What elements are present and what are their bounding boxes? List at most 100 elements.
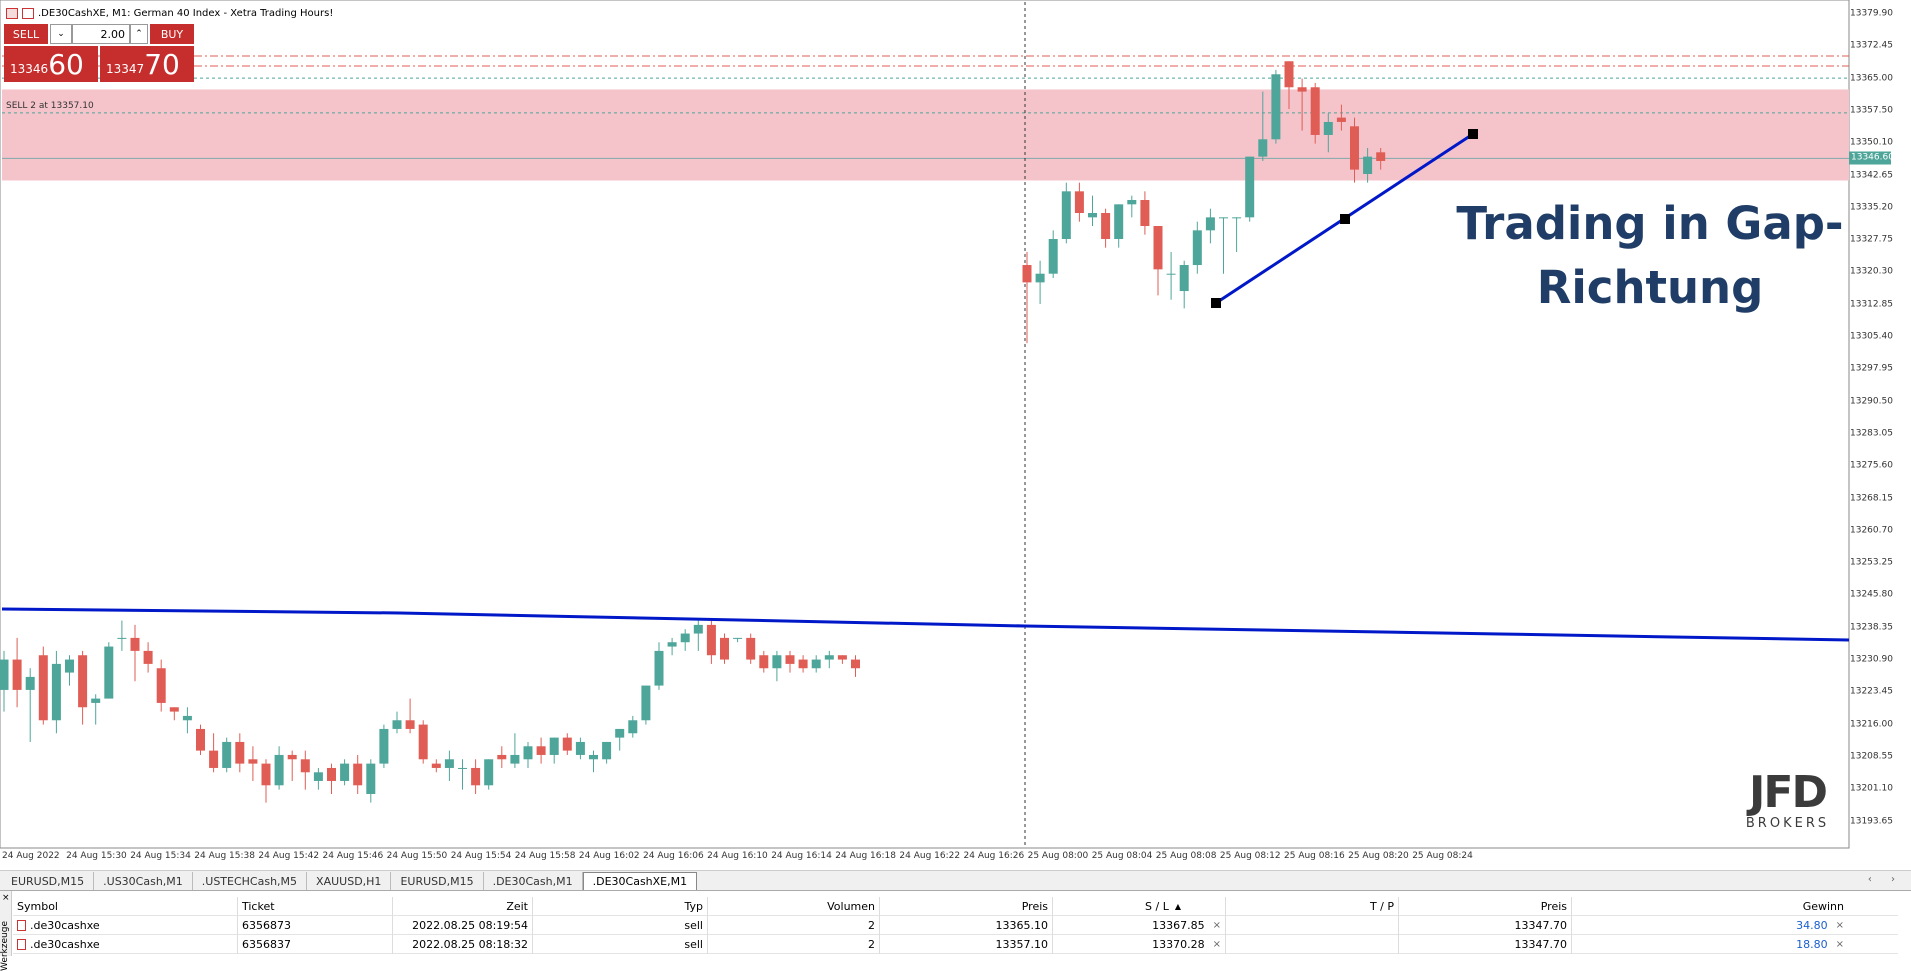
row-profit: 34.80 × [1572,916,1848,935]
remove-sl-icon[interactable]: × [1212,938,1221,950]
candle-body [1284,61,1294,88]
col-time[interactable]: Zeit [393,896,533,916]
time-tick-label: 24 Aug 16:14 [771,851,832,861]
volume-dropdown-button[interactable]: ⌄ [50,24,72,44]
close-position-icon[interactable]: × [1835,938,1844,950]
candle-body [327,767,336,781]
col-type[interactable]: Typ [533,896,708,916]
time-tick-label: 24 Aug 15:42 [258,851,320,861]
chart-tab[interactable]: EURUSD,M15 [391,872,484,890]
row-sl[interactable]: 13367.85 × [1053,915,1226,935]
row-current-price: 13347.70 [1399,915,1572,935]
col-profit[interactable]: Gewinn [1802,899,1844,913]
table-row[interactable]: .de30cashxe 6356837 2022.08.25 08:18:32 … [13,934,1898,954]
close-position-icon[interactable]: × [1835,919,1844,931]
candle-body [51,663,61,721]
col-ticket[interactable]: Ticket [238,896,393,916]
time-tick-label: 25 Aug 08:08 [1155,851,1217,861]
order-line-label[interactable]: SELL 2 at 13357.10 [6,101,94,111]
candle-body [169,707,179,712]
candle-body [38,655,48,721]
chart-tab[interactable]: EURUSD,M15 [2,872,95,890]
price-tick-label: 13245.80 [1850,589,1893,600]
candle-body [1192,230,1202,266]
tabs-scroll-arrows[interactable]: ‹ › [1867,874,1903,885]
chart-tabs-bar: EURUSD,M15 .US30Cash,M1 .USTECHCash,M5 XAUU… [0,870,1911,890]
col-sl-label: S / L [1145,899,1169,913]
row-time: 2022.08.25 08:19:54 [393,915,533,935]
candle-body [706,624,716,656]
col-symbol[interactable]: Symbol [13,896,238,916]
col-tp[interactable]: T / P [1226,896,1399,916]
remove-sl-icon[interactable]: × [1212,919,1221,931]
candle-body [1114,204,1124,240]
candle-body [222,741,232,768]
time-tick-label: 25 Aug 08:00 [1027,851,1089,861]
time-tick-label: 24 Aug 16:10 [707,851,768,861]
trendline-anchor-point [1340,214,1350,224]
row-ticket: 6356837 [238,934,393,954]
volume-input[interactable]: 2.00 [72,24,130,44]
candle-body [366,763,376,794]
time-tick-label: 24 Aug 16:06 [643,851,704,861]
candle-body [602,741,612,760]
buy-price-button[interactable]: 13347 70 [100,46,194,82]
sell-price-prefix: 13346 [10,62,49,76]
chart-tab[interactable]: XAUUSD,H1 [307,872,392,890]
time-tick-label: 25 Aug 08:16 [1284,851,1345,861]
candle-body [458,767,467,769]
candle-body [1127,199,1137,205]
chart-title: .DE30CashXE, M1: German 40 Index - Xetra… [38,7,334,19]
chart-tab[interactable]: .DE30Cash,M1 [484,872,583,890]
price-tick-label: 13350.10 [1850,137,1893,148]
chart-type-icon [22,7,34,19]
buy-button[interactable]: BUY [150,24,194,44]
close-toolbox-icon[interactable]: × [2,893,10,903]
chart-tab[interactable]: .USTECHCash,M5 [193,872,308,890]
time-tick-label: 25 Aug 08:12 [1219,851,1281,861]
row-sl-value: 13367.85 [1152,918,1205,932]
current-price-marker: 13346.60 [1849,151,1894,165]
candle-body [654,650,664,686]
candle-body [104,646,114,699]
row-tp[interactable] [1226,934,1399,954]
row-tp[interactable] [1226,915,1399,935]
candle-body [1232,217,1242,219]
sell-price-pips: 60 [48,48,84,81]
price-tick-label: 13208.55 [1850,751,1893,762]
chart-tab[interactable]: .DE30CashXE,M1 [582,872,698,890]
candle-body [680,633,690,643]
price-chart[interactable] [0,0,1911,870]
candle-body [1166,273,1176,275]
table-row[interactable]: .de30cashxe 6356873 2022.08.25 08:19:54 … [13,915,1898,935]
price-tick-label: 13238.35 [1850,622,1893,633]
price-tick-label: 13260.70 [1850,525,1893,536]
candle-body [811,659,821,669]
row-sl[interactable]: 13370.28 × [1053,934,1226,954]
chart-window-icon [6,7,18,19]
price-tick-label: 13201.10 [1850,783,1893,794]
row-symbol: .de30cashxe [13,934,238,954]
chart-tab[interactable]: .US30Cash,M1 [94,872,193,890]
candle-body [562,737,572,751]
col-price2[interactable]: Preis [1399,896,1572,916]
row-symbol-text: .de30cashxe [30,918,100,932]
price-tick-label: 13283.05 [1850,428,1893,439]
candle-body [1297,87,1307,92]
time-tick-label: 24 Aug 16:26 [963,851,1025,861]
col-price[interactable]: Preis [880,896,1053,916]
trendline-anchor-point [1211,298,1221,308]
col-sl[interactable]: S / L ▲ [1053,896,1226,916]
sell-price-button[interactable]: 13346 60 [4,46,98,82]
time-tick-label: 24 Aug 16:02 [578,851,640,861]
candle-body [837,655,847,660]
volume-up-button[interactable]: ⌃ [130,24,148,44]
price-tick-label: 13327.75 [1850,234,1893,245]
candle-body [313,772,323,781]
candle-body [785,655,795,664]
sort-up-icon: ▲ [1174,901,1181,911]
col-volume[interactable]: Volumen [708,896,880,916]
sell-button[interactable]: SELL [4,24,48,44]
candle-body [300,759,310,773]
